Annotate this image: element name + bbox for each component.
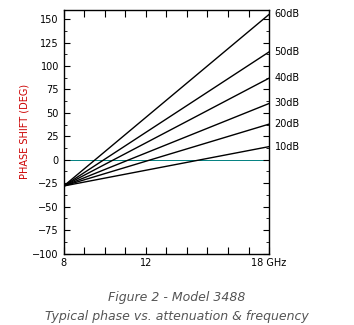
Text: 60dB: 60dB [275,9,300,20]
Text: 30dB: 30dB [275,98,300,109]
Text: 40dB: 40dB [275,73,300,83]
Text: 20dB: 20dB [275,119,300,129]
Text: Figure 2 - Model 3488: Figure 2 - Model 3488 [108,291,246,304]
Text: 50dB: 50dB [275,47,300,57]
Text: Typical phase vs. attenuation & frequency: Typical phase vs. attenuation & frequenc… [45,310,309,323]
Text: 10dB: 10dB [275,142,300,152]
Y-axis label: PHASE SHIFT (DEG): PHASE SHIFT (DEG) [19,84,30,179]
